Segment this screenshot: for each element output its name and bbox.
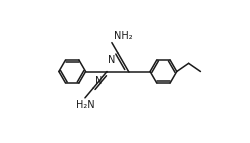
- Text: NH₂: NH₂: [114, 31, 132, 41]
- Text: N: N: [108, 55, 115, 65]
- Text: H₂N: H₂N: [75, 100, 94, 110]
- Text: N: N: [95, 76, 102, 86]
